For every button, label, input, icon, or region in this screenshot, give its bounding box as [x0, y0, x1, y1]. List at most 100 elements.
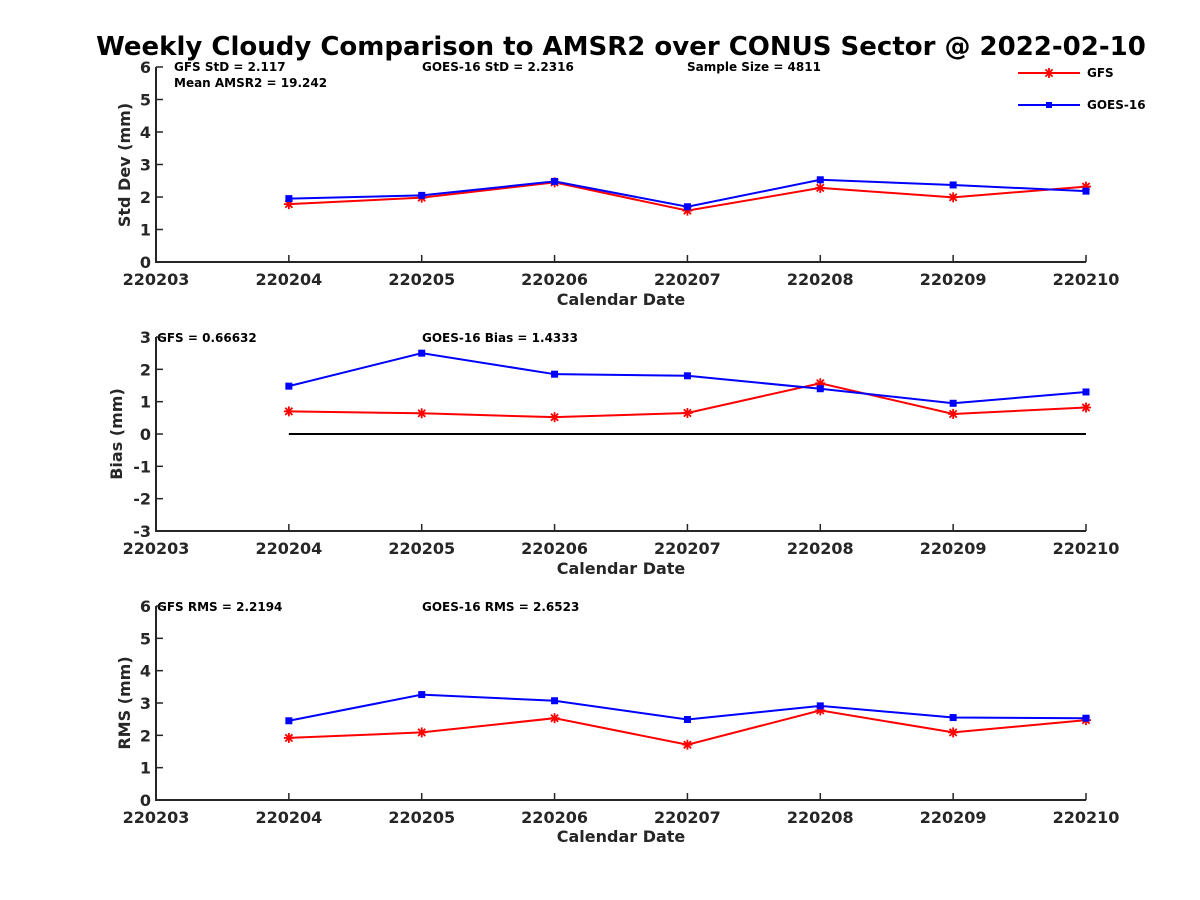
y-axis-label: Bias (mm)	[107, 388, 126, 480]
legend-label-goes: GOES-16	[1087, 98, 1146, 112]
data-point	[816, 702, 824, 710]
data-point	[285, 717, 293, 725]
data-point	[682, 739, 693, 750]
data-point	[549, 412, 560, 423]
panel-rms: GFS RMS = 2.2194 GOES-16 RMS = 2.6523 Ca…	[115, 600, 685, 846]
x-tick-label: 220208	[787, 808, 854, 827]
plot-rms: 0 1 2 3 4 5 6 220203 220204 220205 220206 220207 220…	[123, 597, 1120, 827]
series-line	[288, 709, 1087, 746]
x-tick-label: 220203	[123, 539, 190, 558]
data-point	[949, 181, 957, 189]
y-axis-label: RMS (mm)	[115, 656, 134, 749]
x-tick-label: 220206	[521, 539, 588, 558]
annotation-goes-bias: GOES-16 Bias = 1.4333	[422, 331, 578, 345]
x-axis-label: Calendar Date	[557, 827, 686, 846]
annotation-gfs-std: GFS StD = 2.117	[174, 60, 286, 74]
series-gfs	[283, 378, 1091, 423]
data-point	[283, 406, 294, 417]
y-tick-label: 6	[140, 597, 151, 616]
plot-std: 0 1 2 3 4 5 6 220203 220204 220205 220206 220207 220…	[123, 58, 1120, 289]
series-goes-16	[285, 349, 1090, 407]
annotation-mean-amsr2: Mean AMSR2 = 19.242	[174, 76, 327, 90]
data-point	[949, 714, 957, 722]
plot-bias: -3 -2 -1 0 1 2 3 220203 220204 220205 220206 220207…	[123, 328, 1120, 558]
x-tick-label: 220205	[388, 808, 455, 827]
x-tick-label: 220203	[123, 808, 190, 827]
data-point	[551, 697, 559, 705]
data-point	[949, 399, 957, 407]
x-tick-label: 220208	[787, 539, 854, 558]
y-tick-label: 4	[140, 662, 151, 681]
x-tick-label: 220207	[654, 270, 721, 289]
y-tick-label: 6	[140, 58, 151, 77]
data-point	[683, 203, 691, 211]
legend: GFS GOES-16	[1018, 66, 1146, 112]
y-tick-label: 5	[140, 629, 151, 648]
data-point	[948, 727, 959, 738]
legend-label-gfs: GFS	[1087, 66, 1114, 80]
data-point	[551, 177, 559, 185]
data-point	[1082, 714, 1090, 722]
annotation-gfs-rms: GFS RMS = 2.2194	[157, 600, 282, 614]
x-tick-label: 220206	[521, 808, 588, 827]
data-point	[418, 691, 426, 699]
series-line	[288, 178, 1087, 208]
x-tick-label: 220204	[255, 808, 322, 827]
data-point	[948, 192, 959, 203]
x-tick-label: 220209	[920, 270, 987, 289]
legend-marker-gfs	[1044, 68, 1054, 78]
data-point	[549, 713, 560, 724]
axis-frame	[155, 606, 1086, 801]
y-tick-label: 0	[140, 425, 151, 444]
x-tick-label: 220206	[521, 270, 588, 289]
data-point	[1081, 402, 1091, 413]
x-tick-label: 220210	[1053, 808, 1120, 827]
x-tick-label: 220208	[787, 270, 854, 289]
x-tick-label: 220207	[654, 539, 721, 558]
data-point	[551, 370, 559, 378]
data-point	[285, 382, 293, 390]
data-point	[683, 715, 691, 723]
legend-marker-goes	[1046, 102, 1052, 108]
y-tick-label: 3	[140, 694, 151, 713]
y-tick-label: 0	[140, 253, 151, 272]
axis-frame	[155, 67, 1086, 263]
x-tick-label: 220207	[654, 808, 721, 827]
x-tick-label: 220210	[1053, 539, 1120, 558]
plot-layer: 0 1 2 3 4 5 6 220203 220204 220205 220206 220207 220…	[123, 58, 1120, 827]
y-axis-label: Std Dev (mm)	[115, 103, 134, 227]
series-goes-16	[285, 176, 1090, 211]
y-tick-label: 1	[140, 759, 151, 778]
series-gfs	[283, 705, 1091, 750]
y-tick-label: 5	[140, 91, 151, 110]
x-axis-label: Calendar Date	[557, 559, 686, 578]
y-tick-label: 4	[140, 123, 151, 142]
series-goes-16	[285, 691, 1090, 725]
x-tick-label: 220209	[920, 808, 987, 827]
data-point	[816, 176, 824, 184]
x-tick-label: 220205	[388, 539, 455, 558]
chart-title: Weekly Cloudy Comparison to AMSR2 over C…	[96, 32, 1146, 62]
data-point	[418, 191, 426, 199]
annotation-goes-rms: GOES-16 RMS = 2.6523	[422, 600, 579, 614]
panel-std: GFS StD = 2.117 GOES-16 StD = 2.2316 Sam…	[115, 60, 821, 309]
y-tick-label: -2	[133, 490, 151, 509]
x-axis-label: Calendar Date	[557, 290, 686, 309]
y-tick-label: 3	[140, 328, 151, 347]
y-tick-label: 0	[140, 791, 151, 810]
y-tick-label: 2	[140, 726, 151, 745]
y-tick-label: 3	[140, 156, 151, 175]
x-tick-label: 220204	[255, 539, 322, 558]
y-tick-label: 1	[140, 221, 151, 240]
x-tick-label: 220203	[123, 270, 190, 289]
data-point	[816, 385, 824, 393]
x-tick-label: 220205	[388, 270, 455, 289]
data-point	[418, 349, 426, 357]
annotation-gfs-bias: GFS = 0.66632	[157, 331, 257, 345]
x-tick-label: 220210	[1053, 270, 1120, 289]
data-point	[285, 195, 293, 203]
y-tick-label: -3	[133, 522, 151, 541]
data-point	[1082, 388, 1090, 396]
annotation-sample-size: Sample Size = 4811	[687, 60, 821, 74]
